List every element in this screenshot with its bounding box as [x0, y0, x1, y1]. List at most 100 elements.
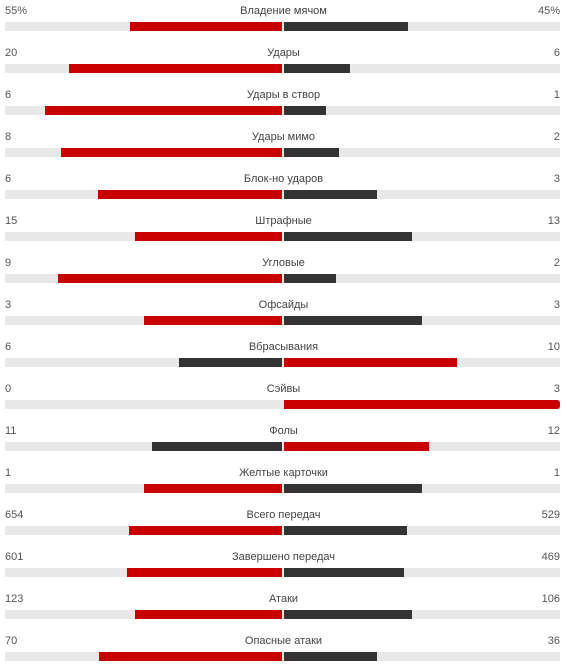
home-value: 601: [5, 551, 24, 563]
away-value: 2: [553, 131, 560, 143]
away-bar: [284, 190, 377, 199]
stat-bar-track: [5, 106, 560, 115]
home-value: 654: [5, 509, 24, 521]
stat-row: 55% Владение мячом 45%: [0, 0, 567, 42]
away-bar: [284, 442, 429, 451]
home-bar: [98, 190, 282, 199]
away-value: 13: [547, 215, 560, 227]
home-bar: [144, 484, 282, 493]
stat-row: 3 Офсайды 3: [0, 294, 567, 336]
stat-bar-track: [5, 22, 560, 31]
away-value: 1: [553, 467, 560, 479]
stat-bar-track: [5, 610, 560, 619]
home-value: 20: [5, 47, 18, 59]
stat-bar-track: [5, 484, 560, 493]
away-value: 3: [553, 299, 560, 311]
home-bar: [135, 232, 282, 241]
away-bar: [284, 526, 407, 535]
away-bar: [284, 106, 326, 115]
stat-bar-track: [5, 526, 560, 535]
home-value: 3: [5, 299, 12, 311]
stat-row: 6 Удары в створ 1: [0, 84, 567, 126]
stat-name: Удары: [267, 47, 300, 59]
home-value: 123: [5, 593, 24, 605]
stat-name: Офсайды: [258, 299, 309, 311]
home-value: 1: [5, 467, 12, 479]
away-bar: [284, 568, 404, 577]
home-bar: [45, 106, 282, 115]
home-value: 9: [5, 257, 12, 269]
stat-row: 601 Завершено передач 469: [0, 546, 567, 588]
away-bar: [284, 316, 422, 325]
away-bar: [284, 64, 350, 73]
stat-row: 15 Штрафные 13: [0, 210, 567, 252]
away-value: 1: [553, 89, 560, 101]
away-value: 10: [547, 341, 560, 353]
home-value: 6: [5, 89, 12, 101]
stat-name: Удары мимо: [251, 131, 316, 143]
home-value: 6: [5, 173, 12, 185]
stat-bar-track: [5, 568, 560, 577]
stat-row: 0 Сэйвы 3: [0, 378, 567, 420]
away-value: 529: [541, 509, 560, 521]
stat-name: Блок-но ударов: [243, 173, 324, 185]
away-value: 12: [547, 425, 560, 437]
stat-name: Вбрасывания: [248, 341, 319, 353]
home-bar: [135, 610, 282, 619]
stat-row: 6 Вбрасывания 10: [0, 336, 567, 378]
stat-name: Всего передач: [246, 509, 321, 521]
home-bar: [130, 22, 282, 31]
stat-name: Опасные атаки: [244, 635, 323, 647]
home-bar: [69, 64, 282, 73]
home-bar: [129, 526, 282, 535]
away-value: 6: [553, 47, 560, 59]
away-bar: [284, 232, 412, 241]
stat-name: Завершено передач: [231, 551, 335, 563]
away-value: 3: [553, 173, 560, 185]
stat-name: Владение мячом: [240, 5, 327, 17]
away-bar: [284, 22, 408, 31]
away-bar: [284, 148, 339, 157]
stat-name: Угловые: [262, 257, 305, 269]
home-bar: [127, 568, 282, 577]
home-value: 0: [5, 383, 12, 395]
stat-name: Фолы: [269, 425, 298, 437]
away-value: 2: [553, 257, 560, 269]
stat-bar-track: [5, 400, 560, 409]
stat-row: 20 Удары 6: [0, 42, 567, 84]
home-bar: [144, 316, 282, 325]
stat-bar-track: [5, 358, 560, 367]
stat-row: 11 Фолы 12: [0, 420, 567, 462]
stat-name: Штрафные: [255, 215, 312, 227]
away-bar: [284, 652, 377, 661]
away-value: 469: [541, 551, 560, 563]
home-value: 11: [5, 425, 17, 437]
away-value: 106: [541, 593, 560, 605]
home-value: 6: [5, 341, 12, 353]
stat-row: 8 Удары мимо 2: [0, 126, 567, 168]
stat-bar-track: [5, 232, 560, 241]
home-value: 70: [5, 635, 18, 647]
away-bar: [284, 400, 560, 409]
home-bar: [179, 358, 282, 367]
stat-row: 9 Угловые 2: [0, 252, 567, 294]
stat-bar-track: [5, 652, 560, 661]
away-value: 36: [547, 635, 560, 647]
stat-row: 123 Атаки 106: [0, 588, 567, 630]
stat-name: Атаки: [268, 593, 299, 605]
away-bar: [284, 358, 457, 367]
away-bar: [284, 484, 422, 493]
home-value: 55%: [5, 5, 28, 17]
away-bar: [284, 274, 336, 283]
stat-name: Желтые карточки: [239, 467, 328, 479]
home-value: 15: [5, 215, 18, 227]
stat-name: Сэйвы: [266, 383, 301, 395]
stat-bar-track: [5, 316, 560, 325]
stat-row: 70 Опасные атаки 36: [0, 630, 567, 672]
stat-row: 654 Всего передач 529: [0, 504, 567, 546]
home-value: 8: [5, 131, 12, 143]
away-bar: [284, 610, 412, 619]
stat-row: 1 Желтые карточки 1: [0, 462, 567, 504]
stat-row: 6 Блок-но ударов 3: [0, 168, 567, 210]
